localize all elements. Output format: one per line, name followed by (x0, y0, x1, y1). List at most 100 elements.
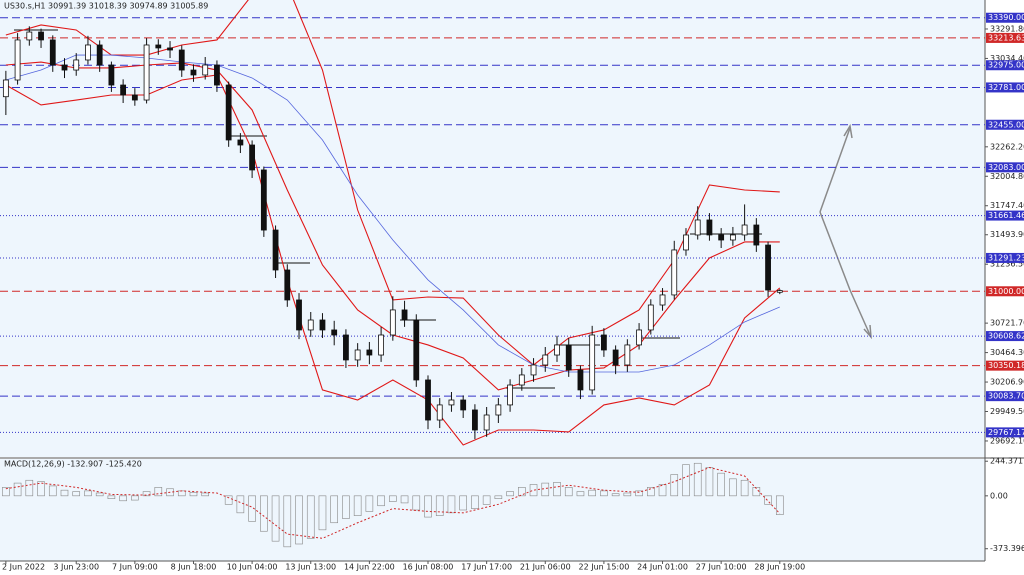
macd-bar (775, 495, 784, 515)
candle-body (49, 39, 56, 66)
macd-bar (154, 487, 163, 497)
candle-body (38, 31, 44, 41)
candle-body (237, 139, 244, 146)
candle-body (448, 399, 455, 406)
candle-body (413, 319, 420, 381)
y-tick-label: 32004.80 (990, 172, 1024, 181)
candle-body (26, 31, 33, 41)
candle-body (741, 224, 748, 236)
candle-body (284, 269, 291, 301)
macd-bar (682, 464, 690, 497)
level-tag-box (986, 252, 1024, 263)
macd-bar (400, 495, 409, 504)
candle-body (343, 334, 349, 361)
macd-bar (600, 490, 608, 497)
x-tick-label: 10 Jun 04:00 (227, 563, 278, 572)
candle-body (706, 219, 713, 236)
candle-body (178, 49, 185, 71)
level-tag-box (986, 162, 1024, 173)
level-tag: 31000.00 (986, 286, 1024, 297)
y-tick-label: 30206.90 (990, 378, 1024, 387)
level-tag-label: 30083.70 (988, 392, 1024, 401)
macd-bar (25, 479, 34, 497)
macd-bar (588, 489, 596, 497)
macd-bar (37, 481, 45, 497)
macd-pane (0, 459, 985, 561)
candle-body (683, 234, 689, 251)
level-tag: 30608.62 (986, 331, 1024, 342)
candle-body (260, 169, 267, 231)
macd-bar (576, 491, 585, 497)
macd-bar (424, 495, 432, 518)
x-tick-label: 28 Jun 19:00 (754, 563, 805, 572)
macd-tick-label: 244.371 (990, 457, 1023, 466)
macd-bar (541, 482, 550, 497)
candle-body (155, 44, 162, 49)
macd-bar (647, 487, 655, 497)
candle-body (507, 384, 513, 406)
candle-body (14, 39, 21, 81)
candle-body (659, 294, 666, 306)
level-tag-label: 32455.00 (988, 120, 1024, 129)
y-tick-label: 32262.20 (990, 142, 1024, 151)
macd-bar (623, 492, 632, 497)
candle-body (647, 304, 654, 331)
macd-bar (459, 495, 467, 511)
level-tag-box (986, 119, 1024, 130)
macd-bar (13, 482, 22, 497)
macd-bar (295, 495, 303, 545)
price-plot (0, 0, 985, 446)
y-tick-label: 29949.50 (990, 407, 1024, 416)
x-tick-label: 13 Jun 13:00 (285, 563, 336, 572)
macd-bar (635, 490, 643, 497)
level-tag: 33390.00 (986, 12, 1024, 23)
macd-bar (248, 495, 256, 522)
candle-body (108, 64, 115, 86)
x-tick-label: 16 Jun 08:00 (403, 563, 454, 572)
level-tag-box (986, 427, 1024, 438)
candle-body (436, 404, 443, 421)
candle-body (483, 414, 490, 431)
candle-body (636, 329, 642, 346)
macd-bar (435, 495, 444, 516)
level-tag-box (986, 12, 1024, 23)
candle-body (2, 79, 9, 98)
candle-body (85, 44, 91, 61)
axes: 33291.80 33034.40 32262.20 32004.80 31747.40… (2, 12, 1024, 572)
candle-body (331, 329, 338, 336)
candle-body (624, 344, 631, 366)
level-tag-label: 32975.00 (988, 61, 1024, 70)
level-tag: 32083.00 (986, 162, 1024, 173)
candle-body (518, 374, 525, 386)
macd-bar (611, 493, 620, 497)
macd-bar (201, 492, 210, 497)
macd-bar (48, 485, 57, 497)
level-tag: 32975.00 (986, 60, 1024, 71)
macd-bar (306, 495, 315, 539)
level-tag: 31291.23 (986, 252, 1024, 263)
macd-bar (729, 478, 737, 497)
macd-bar (764, 495, 772, 505)
macd-bar (482, 495, 491, 505)
range-marks (14, 29, 762, 389)
macd-bar (342, 495, 350, 519)
y-tick-label: 31493.90 (990, 230, 1024, 239)
level-tag: 31661.46 (986, 210, 1024, 221)
candle-body (190, 69, 197, 76)
x-tick-label: 17 Jun 17:00 (461, 563, 512, 572)
x-tick-label: 7 Jun 09:00 (112, 563, 158, 572)
macd-label: MACD(12,26,9) -132.907 -125.420 (4, 460, 142, 469)
level-tag-label: 33213.63 (988, 33, 1024, 42)
y-tick-label: 31236.50 (990, 260, 1024, 269)
macd-bar (518, 487, 526, 497)
macd-bar (84, 490, 92, 497)
y-tick-label: 30721.70 (990, 319, 1024, 328)
candle-body (530, 364, 537, 376)
macd-bar (95, 492, 104, 497)
level-tag-box (986, 331, 1024, 342)
macd-bar (752, 487, 761, 497)
main-pane (0, 0, 985, 457)
candle-body (495, 404, 502, 416)
candle-body (143, 44, 150, 101)
